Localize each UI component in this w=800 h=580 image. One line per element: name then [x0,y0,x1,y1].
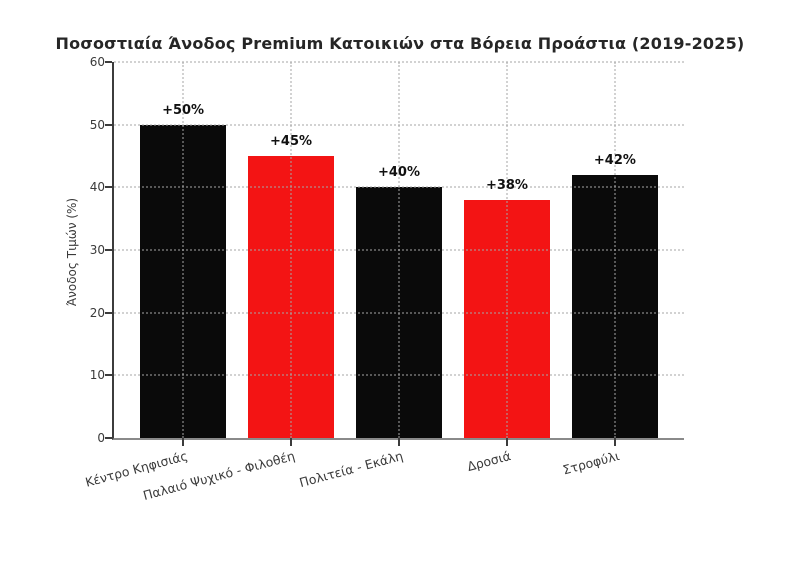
y-tick-label: 60 [89,55,105,69]
y-tick-mark [105,249,112,251]
v-gridline [505,62,508,438]
y-tick-mark [105,374,112,377]
y-tick-label: 0 [97,431,105,445]
x-tick-mark [290,438,293,446]
v-gridline [613,62,616,438]
y-tick-mark [105,61,112,63]
y-axis-label: Άνοδος Τιμών (%) [65,197,79,307]
x-tick-text: Πολιτεία - Εκάλη [297,448,405,491]
bar-value-text: +40% [377,165,421,181]
x-tick-text: Δροσιά [465,448,513,475]
bar-value-text: +45% [270,134,313,149]
x-tick-mark [613,438,616,446]
x-tick-mark [182,438,185,446]
y-tick-label: 20 [89,305,105,320]
y-tick-label: 30 [89,243,105,257]
y-tick-mark [105,123,112,126]
plot-area: 0 10 20 30 40 50 60 +50% Κέντρο Κηφισιάς +45% Παλα… [83,55,684,503]
y-tick-label: 10 [89,368,105,383]
x-tick-mark [398,438,400,446]
x-tick-mark [505,438,508,446]
bar-value-text: +38% [485,177,528,193]
bar-value-text: +50% [162,102,205,118]
chart-title: Ποσοστιαία Άνοδος Premium Κατοικιών στα … [55,34,745,53]
v-gridline [398,62,400,438]
y-tick-label: 50 [89,117,105,132]
y-tick-mark [105,437,112,439]
v-gridline [290,62,293,438]
x-tick-text: Στροφύλι [560,448,621,478]
y-tick-mark [105,311,112,314]
y-tick-label: 40 [89,180,105,195]
y-tick-mark [105,186,112,189]
v-gridline [182,62,185,438]
bar-value-text: +42% [593,152,636,168]
